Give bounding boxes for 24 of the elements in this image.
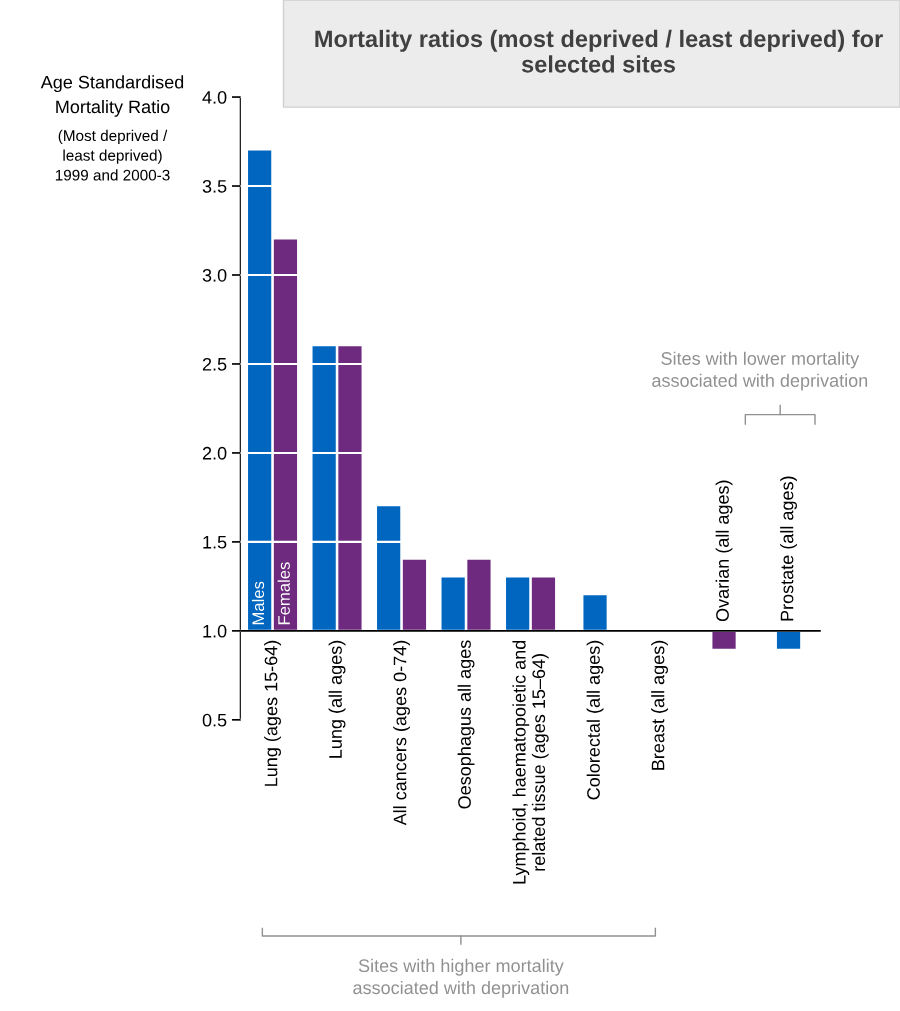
x-tick-label: Prostate (all ages) [780,476,797,621]
y-tick-label: 4.0 [202,90,227,104]
x-tick-label: Breast (all ages) [651,640,668,770]
x-tick-label: Lung (ages 15-64) [264,640,281,786]
series-label: Females [277,562,290,625]
y-tick-label: 0.5 [202,713,227,727]
text: (Most deprived / least deprived) 1999 and 2000-3 [55,129,170,181]
x-tick-label: Oesophagus all ages [457,640,475,809]
y-axis-title: Age Standardised Mortality Ratio [40,75,184,117]
x-tick-label: Lung (all ages) [328,640,346,758]
text: Sites with higher mortality associated with deprivation [353,958,569,998]
x-tick-label: All cancers (ages 0-74) [393,640,410,826]
chart-title: Mortality ratios (most deprived / least deprived) for selected sites [315,29,883,73]
y-tick-label: 1.0 [203,624,227,638]
series-label: Males [251,581,265,625]
y-tick-label: 1.5 [203,536,227,549]
y-tick-label: 3.5 [202,179,227,193]
x-tick-label: Lymphoid, haematopoietic and related tissue (ages 15–64) [512,640,549,884]
y-tick-label: 3.0 [202,268,227,282]
y-tick-label: 2.0 [202,446,227,460]
x-tick-label: Ovarian (all ages) [715,480,733,622]
annotation: Sites with lower mortality associated with deprivation [652,351,868,391]
y-tick-label: 2.5 [202,357,227,371]
x-tick-label: Colorectal (all ages) [586,640,604,800]
